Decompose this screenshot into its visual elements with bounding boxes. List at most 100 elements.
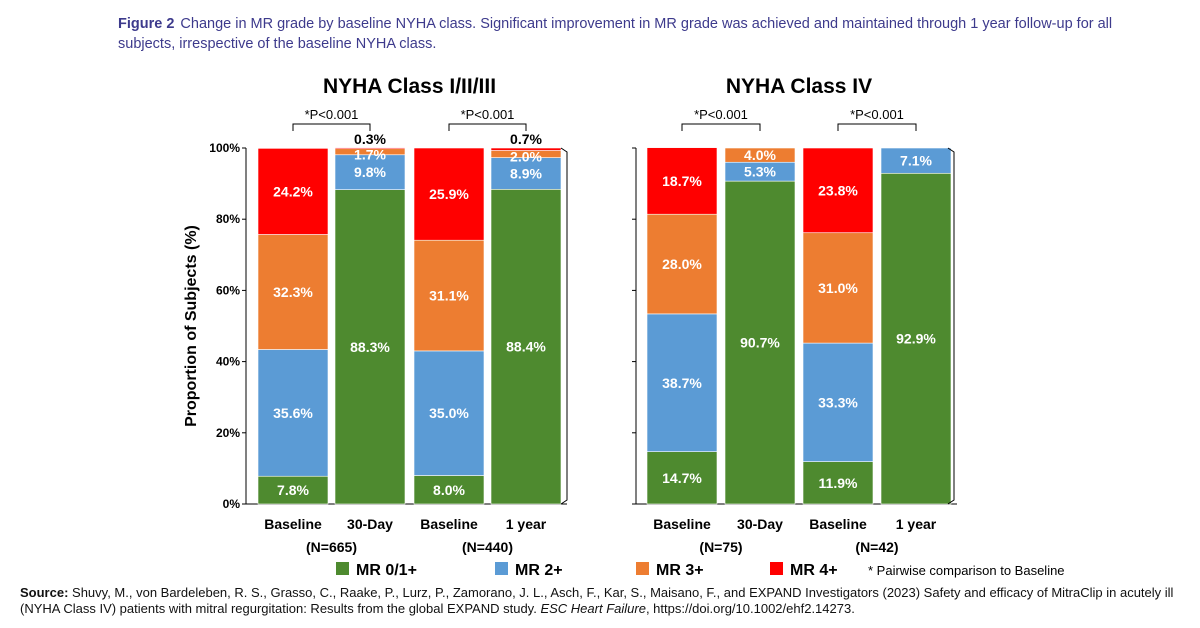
data-label-mr-0-1-panel-2-col-4: 92.9% [896,331,936,347]
significance-bracket [292,123,371,131]
bar-mr-0-1-panel-1-col-1 [257,475,329,505]
panel-2-title: NYHA Class IV [726,75,872,98]
data-label-mr-3-panel-1-col-4: 2.0% [510,148,542,164]
source-label: Source: [20,585,69,600]
bar-mr-4-panel-1-col-1 [257,148,329,235]
bar-mr-3-panel-1-col-1 [257,234,329,350]
data-label-mr-2-panel-2-col-4: 7.1% [900,153,932,169]
data-label-mr-4-panel-1-col-4: 0.7% [510,131,542,147]
bar-mr-3-panel-1-col-3 [413,239,485,352]
caption-text: Change in MR grade by baseline NYHA clas… [118,16,1113,52]
data-label-mr-2-panel-2-col-3: 33.3% [818,394,858,410]
panel-1-title: NYHA Class I/II/III [323,75,496,98]
significance-label: *P<0.001 [461,107,515,122]
y-tick-label: 40% [216,355,240,369]
bar-mr-2-panel-1-col-1 [257,349,329,477]
bar-mr-2-panel-2-col-3 [802,342,874,462]
legend-label-mr-0-1: MR 0/1+ [356,562,417,579]
data-label-mr-0-1-panel-2-col-1: 14.7% [662,470,702,486]
bar-mr-0-1-panel-1-col-2 [334,189,406,505]
data-label-mr-3-panel-1-col-1: 32.3% [273,284,313,300]
legend-label-mr-2: MR 2+ [515,562,563,579]
bar-mr-2-panel-1-col-2 [334,154,406,190]
bar-mr-2-panel-2-col-1 [646,313,718,452]
data-label-mr-0-1-panel-1-col-2: 88.3% [350,339,390,355]
x-tick-label: Baseline [420,516,478,532]
significance-label: *P<0.001 [850,107,904,122]
bar-mr-4-panel-1-col-4 [490,147,562,151]
x-tick-label: 30-Day [737,516,783,532]
data-label-mr-0-1-panel-1-col-4: 88.4% [506,339,546,355]
bar-mr-3-panel-2-col-2 [724,147,796,163]
y-tick-label: 80% [216,212,240,226]
significance-bracket [837,123,917,131]
bar-mr-3-panel-2-col-1 [646,213,718,315]
x-tick-label: Baseline [653,516,711,532]
significance-bracket [448,123,527,131]
legend-swatch-mr-3 [636,562,649,575]
data-label-mr-4-panel-1-col-3: 25.9% [429,186,469,202]
data-label-mr-3-panel-1-col-3: 31.1% [429,288,469,304]
data-label-mr-4-panel-1-col-2: 0.3% [354,131,386,147]
group-n-label: (N=42) [855,539,898,555]
data-label-mr-2-panel-1-col-2: 9.8% [354,164,386,180]
legend-swatch-mr-4 [770,562,783,575]
data-label-mr-2-panel-2-col-1: 38.7% [662,375,702,391]
bar-mr-0-1-panel-1-col-4 [490,188,562,505]
significance-label: *P<0.001 [694,107,748,122]
data-label-mr-3-panel-2-col-3: 31.0% [818,280,858,296]
data-label-mr-2-panel-1-col-1: 35.6% [273,405,313,421]
data-label-mr-2-panel-2-col-2: 5.3% [744,164,776,180]
data-label-mr-3-panel-2-col-2: 4.0% [744,147,776,163]
x-tick-label: Baseline [809,516,867,532]
source-doi: , https://doi.org/10.1002/ehf2.14273. [645,601,855,616]
data-label-mr-4-panel-2-col-1: 18.7% [662,173,702,189]
stacked-bar-chart: Proportion of Subjects (%) 0% 20% 40% 60% 80%… [183,75,1065,579]
legend-note: * Pairwise comparison to Baseline [868,563,1065,578]
legend-swatch-mr-2 [495,562,508,575]
data-label-mr-0-1-panel-1-col-3: 8.0% [433,482,465,498]
data-label-mr-2-panel-1-col-3: 35.0% [429,405,469,421]
x-tick-label: 30-Day [347,516,393,532]
y-tick-label: 20% [216,426,240,440]
bar-mr-4-panel-1-col-2 [334,147,406,150]
figure-label: Figure 2 [118,16,175,32]
group-n-label: (N=440) [462,539,513,555]
data-label-mr-4-panel-1-col-1: 24.2% [273,183,313,199]
bar-mr-0-1-panel-2-col-4 [880,172,952,505]
data-label-mr-3-panel-2-col-1: 28.0% [662,256,702,272]
panel-2-range-bracket [947,147,955,505]
y-axis-label: Proportion of Subjects (%) [183,225,200,427]
panel-1-range-bracket [560,147,568,505]
data-label-mr-0-1-panel-2-col-2: 90.7% [740,335,780,351]
y-tick-label: 60% [216,283,240,297]
y-tick-label: 100% [209,141,240,155]
source-citation: Source: Shuvy, M., von Bardeleben, R. S.… [20,585,1190,617]
source-journal: ESC Heart Failure [540,601,646,616]
significance-bracket [681,123,761,131]
data-label-mr-4-panel-2-col-3: 23.8% [818,182,858,198]
bar-mr-0-1-panel-1-col-3 [413,475,485,505]
legend-swatch-mr-0-1 [336,562,349,575]
data-label-mr-3-panel-1-col-2: 1.7% [354,147,386,163]
bar-mr-3-panel-2-col-3 [802,232,874,344]
group-n-label: (N=665) [306,539,357,555]
bar-mr-4-panel-2-col-3 [802,147,874,234]
bar-mr-2-panel-2-col-4 [880,147,952,174]
x-tick-label: Baseline [264,516,322,532]
significance-label: *P<0.001 [305,107,359,122]
group-n-label: (N=75) [699,539,742,555]
bar-mr-4-panel-1-col-3 [413,147,485,241]
data-label-mr-0-1-panel-2-col-3: 11.9% [819,475,858,491]
figure-caption: Figure 2 Change in MR grade by baseline N… [118,14,1118,54]
source-text: Shuvy, M., von Bardeleben, R. S., Grasso… [20,585,1174,616]
legend-label-mr-3: MR 3+ [656,562,704,579]
x-tick-label: 1 year [506,516,547,532]
bar-mr-0-1-panel-2-col-2 [724,180,796,505]
legend-label-mr-4: MR 4+ [790,562,838,579]
data-label-mr-0-1-panel-1-col-1: 7.8% [277,482,309,498]
y-tick-label: 0% [223,497,241,511]
data-label-mr-2-panel-1-col-4: 8.9% [510,165,542,181]
bar-mr-2-panel-1-col-4 [490,157,562,190]
bar-mr-0-1-panel-2-col-3 [802,461,874,505]
